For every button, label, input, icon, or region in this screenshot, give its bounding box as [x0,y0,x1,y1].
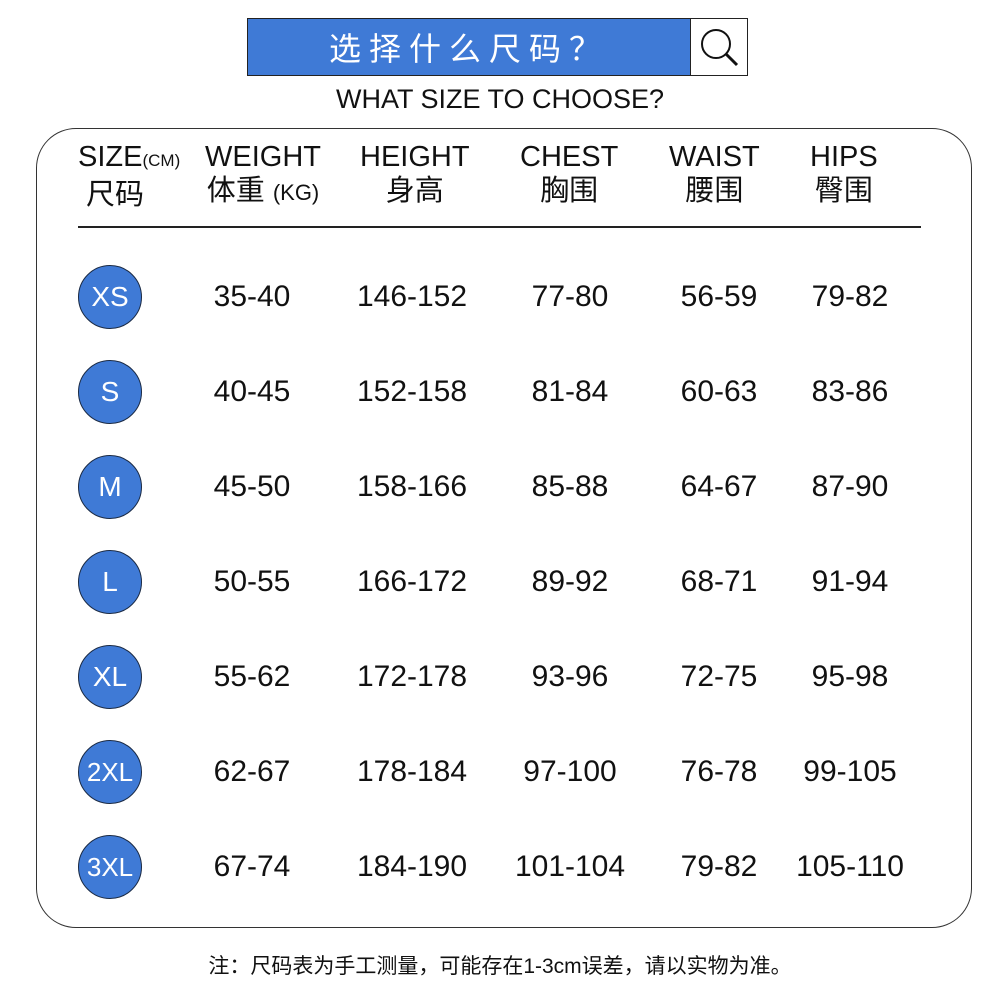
size-badge: L [78,550,142,614]
title-banner: 选择什么尺码？ [247,18,691,76]
header-en: CHEST [520,141,619,173]
table-cell: 89-92 [531,565,609,598]
table-cell: 99-105 [803,755,897,788]
table-cell: 40-45 [213,375,291,408]
table-cell: 64-67 [680,470,758,503]
table-cell: 72-75 [680,660,758,693]
table-cell: 45-50 [213,470,291,503]
table-cell: 158-166 [356,470,468,503]
size-chart-card [36,128,972,928]
header-waist: WAIST 腰围 [669,140,760,208]
table-cell: 95-98 [811,660,889,693]
header-zh: 体重 [206,175,265,207]
size-badge: 3XL [78,835,142,899]
table-cell: 87-90 [811,470,889,503]
header-zh: 腰围 [685,175,744,207]
footnote: 注：尺码表为手工测量，可能存在1-3cm误差，请以实物为准。 [208,955,792,978]
table-cell: 55-62 [213,660,291,693]
table-cell: 68-71 [680,565,758,598]
header-zh: 身高 [385,175,444,207]
table-cell: 166-172 [356,565,468,598]
header-zh: 胸围 [540,175,599,207]
search-icon [690,18,748,76]
header-chest: CHEST 胸围 [520,140,618,208]
table-cell: 76-78 [680,755,758,788]
table-cell: 172-178 [356,660,468,693]
subtitle: WHAT SIZE TO CHOOSE? [335,84,665,114]
header-en: HEIGHT [360,141,470,173]
header-hips: HIPS 臀围 [810,140,878,208]
table-cell: 50-55 [213,565,291,598]
header-divider [78,226,921,228]
size-badge: M [78,455,142,519]
header-en: WEIGHT [205,141,321,173]
table-cell: 79-82 [680,850,758,883]
size-badge: S [78,360,142,424]
header-zh: 尺码 [86,179,145,211]
table-cell: 146-152 [356,280,468,313]
size-badge: XL [78,645,142,709]
table-cell: 62-67 [213,755,291,788]
table-cell: 85-88 [531,470,609,503]
table-cell: 101-104 [514,850,626,883]
table-cell: 79-82 [811,280,889,313]
header-size: SIZE(CM) 尺码 [78,140,180,212]
table-cell: 152-158 [356,375,468,408]
header-unit: (KG) [272,180,320,205]
table-cell: 105-110 [796,850,904,883]
header-height: HEIGHT 身高 [360,140,470,208]
table-cell: 81-84 [531,375,609,408]
table-cell: 60-63 [680,375,758,408]
table-cell: 67-74 [213,850,291,883]
header-weight: WEIGHT 体重 (KG) [205,140,321,210]
header-en: WAIST [669,141,760,173]
table-cell: 91-94 [811,565,889,598]
size-badge: 2XL [78,740,142,804]
table-cell: 178-184 [356,755,468,788]
header-en: SIZE [78,141,143,173]
size-badge: XS [78,265,142,329]
table-cell: 184-190 [356,850,468,883]
table-cell: 97-100 [523,755,617,788]
header-en: HIPS [810,141,878,173]
table-cell: 35-40 [213,280,291,313]
table-cell: 77-80 [531,280,609,313]
header-zh: 臀围 [814,175,873,207]
table-cell: 83-86 [811,375,889,408]
table-cell: 93-96 [531,660,609,693]
table-cell: 56-59 [680,280,758,313]
header-unit: (CM) [142,151,181,170]
